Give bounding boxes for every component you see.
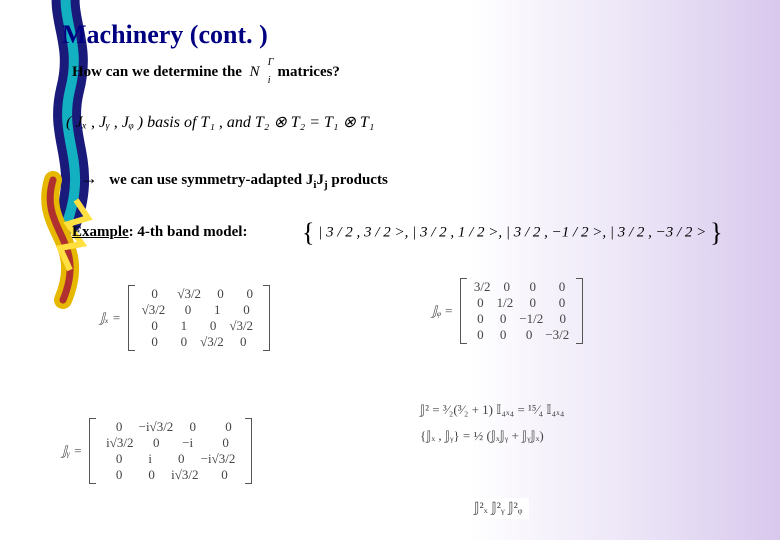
jx-row-2: 0 1 0 √3/2: [138, 318, 259, 334]
jz-row-0: 3/2 0 0 0: [471, 279, 573, 295]
jx-row-0: 0 √3/2 0 0: [138, 286, 259, 302]
sym-text-b: J: [316, 172, 324, 188]
jy-matrix: 𝕁ᵧ = 0 −i√3/2 0 0 i√3/2 0 −i 0 0 i 0 −i√…: [62, 418, 252, 484]
jz-matrix: 𝕁ᵩ = 3/2 0 0 0 0 1/2 0 0 0 0 −1/2 0 0 0 …: [432, 278, 583, 344]
eq-anticommutator: {𝕁ₓ , 𝕁ᵧ} = ½ (𝕁ₓ𝕁ᵧ + 𝕁ᵧ𝕁ₓ): [420, 428, 564, 444]
jx-row-3: 0 0 √3/2 0: [138, 334, 259, 350]
jy-row-0: 0 −i√3/2 0 0: [100, 419, 242, 435]
jz-label: 𝕁ᵩ =: [432, 303, 453, 319]
question-part-b: matrices?: [277, 64, 339, 80]
jx-label: 𝕁ₓ =: [100, 310, 121, 326]
basis-statement: ( Jₓ , Jᵧ , Jᵩ ) basis of T₁ , and T₂ ⊗ …: [66, 112, 374, 132]
jz-row-1: 0 1/2 0 0: [471, 295, 573, 311]
basis-states: { | 3 / 2 , 3 / 2 >, | 3 / 2 , 1 / 2 >, …: [302, 218, 723, 248]
n-symbol: NΓi: [246, 64, 274, 81]
example-rest: : 4-th band model:: [129, 224, 248, 240]
jy-row-3: 0 0 i√3/2 0: [100, 467, 242, 483]
brace-right-icon: }: [710, 218, 722, 247]
jz-row-3: 0 0 0 −3/2: [471, 327, 573, 343]
jz-row-2: 0 0 −1/2 0: [471, 311, 573, 327]
jx-row-1: √3/2 0 1 0: [138, 302, 259, 318]
jy-row-2: 0 i 0 −i√3/2: [100, 451, 242, 467]
j-components-squared: 𝕁²ₓ 𝕁²ᵧ 𝕁²ᵩ: [468, 498, 529, 519]
example-label: Example: [72, 224, 129, 240]
symmetry-line: → we can use symmetry-adapted JiJj produ…: [80, 168, 388, 191]
example-line: Example: 4-th band model:: [72, 224, 247, 241]
question-line: How can we determine the NΓi matrices?: [72, 64, 340, 81]
sym-text-c: products: [328, 172, 388, 188]
identity-equations: 𝕁² = ³⁄₂(³⁄₂ + 1) 𝕀₄ₓ₄ = ¹⁵⁄₄ 𝕀₄ₓ₄ {𝕁ₓ ,…: [420, 402, 564, 454]
states-text: | 3 / 2 , 3 / 2 >, | 3 / 2 , 1 / 2 >, | …: [318, 224, 706, 240]
brace-left-icon: {: [302, 218, 314, 247]
eq-j-squared: 𝕁² = ³⁄₂(³⁄₂ + 1) 𝕀₄ₓ₄ = ¹⁵⁄₄ 𝕀₄ₓ₄: [420, 402, 564, 418]
arrow-icon: →: [80, 168, 98, 188]
sym-text-a: we can use symmetry-adapted J: [109, 172, 313, 188]
jx-matrix: 𝕁ₓ = 0 √3/2 0 0 √3/2 0 1 0 0 1 0 √3/2 0 …: [100, 285, 270, 351]
jy-label: 𝕁ᵧ =: [62, 443, 82, 459]
jy-row-1: i√3/2 0 −i 0: [100, 435, 242, 451]
slide-title: Machinery (cont. ): [62, 20, 268, 50]
question-part-a: How can we determine the: [72, 64, 242, 80]
